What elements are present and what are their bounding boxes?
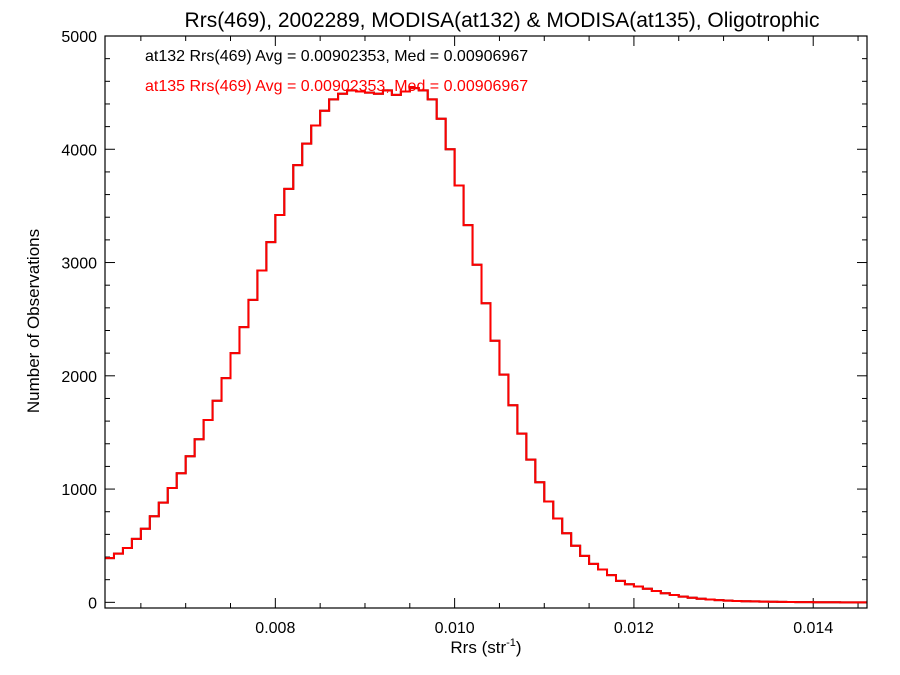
x-axis-ticks: 0.008 0.010 0.012 0.014 — [140, 36, 859, 637]
x-tick-label: 0.010 — [435, 620, 475, 637]
y-tick-label: 3000 — [61, 256, 97, 273]
y-axis-ticks: 0 1000 2000 3000 4000 5000 — [61, 29, 867, 612]
legend-entry-at132: at132 Rrs(469) Avg = 0.00902353, Med = 0… — [145, 48, 528, 65]
y-tick-label: 5000 — [61, 29, 97, 46]
series-layer — [105, 87, 867, 604]
plot-frame — [104, 35, 868, 609]
x-axis-label-superscript: -1 — [506, 637, 516, 649]
y-tick-label: 0 — [88, 595, 97, 612]
x-tick-label: 0.008 — [255, 620, 295, 637]
legend-entry-at135: at135 Rrs(469) Avg = 0.00902353, Med = 0… — [145, 78, 528, 95]
y-tick-label: 4000 — [61, 142, 97, 159]
y-axis-label: Number of Observations — [24, 229, 43, 413]
series-line-at135 — [105, 87, 867, 604]
series-line-at132 — [105, 87, 867, 604]
y-tick-label: 1000 — [61, 482, 97, 499]
y-tick-label: 2000 — [61, 369, 97, 386]
x-tick-label: 0.012 — [614, 620, 654, 637]
x-tick-label: 0.014 — [793, 620, 833, 637]
chart-title: Rrs(469), 2002289, MODISA(at132) & MODIS… — [185, 9, 820, 32]
x-axis-label: Rrs (str-1) — [450, 637, 521, 657]
